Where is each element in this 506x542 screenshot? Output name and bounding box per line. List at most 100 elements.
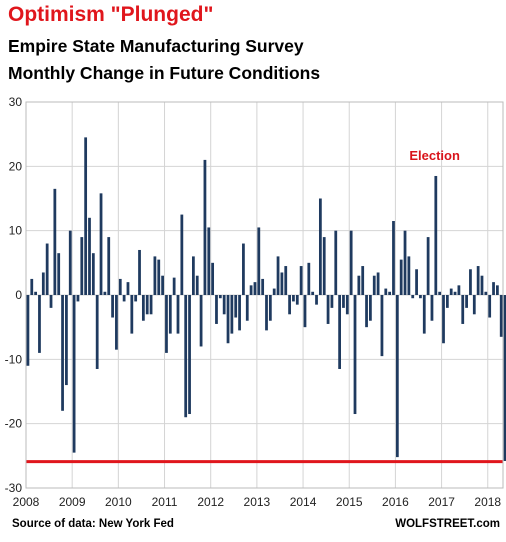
bar xyxy=(72,295,76,453)
bar xyxy=(268,295,272,321)
bar xyxy=(449,288,453,295)
bar xyxy=(380,295,384,357)
bar xyxy=(299,266,303,295)
x-tick-label: 2009 xyxy=(59,495,86,509)
bar xyxy=(192,256,195,295)
bar xyxy=(68,230,72,295)
bar xyxy=(315,295,318,305)
x-tick-label: 2016 xyxy=(382,495,409,509)
y-tick-label: 0 xyxy=(15,288,22,302)
bar-series xyxy=(26,137,506,461)
bar xyxy=(461,295,465,324)
source-note: Source of data: New York Fed xyxy=(12,518,174,530)
bar xyxy=(99,193,103,295)
x-tick-label: 2014 xyxy=(290,495,317,509)
bar xyxy=(445,295,449,308)
bar xyxy=(303,295,307,328)
bar xyxy=(496,285,499,295)
bar xyxy=(465,295,468,308)
bar xyxy=(261,278,265,295)
bar xyxy=(226,295,230,344)
bar xyxy=(411,295,415,299)
bar xyxy=(230,295,234,334)
bar xyxy=(195,275,199,295)
bar xyxy=(334,230,338,295)
x-axis: 2008 2009 2010 2011 2012 2013 2014 2015 2016 2017… xyxy=(13,495,502,509)
bar xyxy=(326,295,330,324)
bar xyxy=(307,262,311,295)
bar xyxy=(438,291,442,295)
bar xyxy=(168,295,172,334)
bar xyxy=(180,214,184,295)
bar xyxy=(199,295,203,347)
y-tick-label: 30 xyxy=(9,95,23,109)
bar xyxy=(122,295,126,302)
bar xyxy=(384,288,388,295)
y-tick-label: -30 xyxy=(5,481,23,495)
bar xyxy=(257,227,261,295)
bar xyxy=(61,295,64,411)
bar xyxy=(419,295,422,299)
bar xyxy=(41,272,45,295)
chart-subtitle-2: Monthly Change in Future Conditions xyxy=(8,63,321,83)
bar xyxy=(276,256,280,295)
bar xyxy=(34,291,37,295)
x-tick-label: 2013 xyxy=(244,495,271,509)
bar xyxy=(288,295,291,315)
bar xyxy=(342,295,345,308)
chart-title: Optimism "Plunged" xyxy=(8,3,214,26)
brand-label: WOLFSTREET.com xyxy=(395,518,500,530)
x-tick-label: 2008 xyxy=(13,495,40,509)
plot-frame xyxy=(25,101,504,489)
bar xyxy=(488,295,492,318)
bar xyxy=(322,237,326,295)
bar xyxy=(65,295,68,386)
bar xyxy=(84,137,88,295)
election-annotation: Election xyxy=(409,148,460,163)
bar xyxy=(134,295,138,302)
y-tick-label: -10 xyxy=(5,352,23,366)
y-axis: 30 20 10 0 -10 -20 -30 xyxy=(5,95,23,495)
bar xyxy=(176,295,180,334)
bar xyxy=(442,295,445,344)
x-tick-label: 2015 xyxy=(336,495,363,509)
bar xyxy=(330,295,334,308)
bar xyxy=(469,269,472,295)
bar xyxy=(245,295,249,321)
bar xyxy=(403,230,407,295)
bar xyxy=(215,295,218,324)
bar xyxy=(399,259,403,295)
bar xyxy=(53,188,57,295)
bar xyxy=(392,221,395,295)
bar xyxy=(115,295,118,350)
bar xyxy=(165,295,168,353)
bar xyxy=(472,295,476,315)
x-tick-label: 2012 xyxy=(197,495,224,509)
bar xyxy=(284,266,288,295)
bar xyxy=(415,269,418,295)
bar xyxy=(80,237,84,295)
bar xyxy=(141,295,145,321)
bar xyxy=(492,282,495,295)
bar xyxy=(422,295,426,334)
bar xyxy=(499,295,503,337)
bar xyxy=(188,295,191,415)
bar xyxy=(353,295,357,415)
bar xyxy=(153,256,157,295)
x-tick-label: 2017 xyxy=(428,495,455,509)
bar xyxy=(345,295,349,315)
bar xyxy=(218,295,222,299)
bar xyxy=(45,243,49,295)
bar xyxy=(361,266,365,295)
bar xyxy=(311,291,315,295)
x-tick-label: 2010 xyxy=(105,495,132,509)
bar xyxy=(76,295,80,302)
bar xyxy=(295,295,299,305)
bar xyxy=(126,282,130,295)
bar xyxy=(388,291,392,295)
bar xyxy=(38,295,41,353)
bar xyxy=(211,262,215,295)
bar xyxy=(484,291,488,295)
bar xyxy=(357,275,361,295)
